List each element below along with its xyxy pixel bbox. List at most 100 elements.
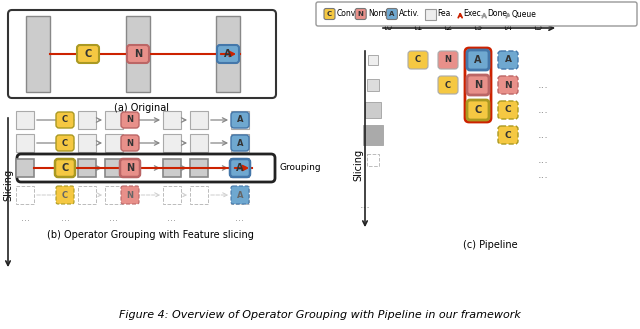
FancyBboxPatch shape	[324, 9, 335, 19]
FancyBboxPatch shape	[17, 154, 275, 182]
Bar	[190, 134, 208, 152]
FancyBboxPatch shape	[438, 51, 458, 69]
FancyBboxPatch shape	[121, 112, 139, 128]
Text: N: N	[445, 56, 451, 64]
Bar	[78, 134, 96, 152]
Bar	[190, 186, 208, 204]
Text: Done: Done	[487, 10, 507, 18]
Text: ...: ...	[538, 155, 548, 165]
Bar	[105, 159, 123, 177]
FancyBboxPatch shape	[56, 112, 74, 128]
FancyBboxPatch shape	[498, 101, 518, 119]
Bar	[105, 134, 123, 152]
Bar	[16, 186, 34, 204]
FancyBboxPatch shape	[498, 76, 518, 94]
FancyBboxPatch shape	[355, 9, 366, 19]
Text: Slicing: Slicing	[353, 149, 363, 181]
Text: C: C	[505, 106, 511, 114]
Text: A: A	[236, 163, 244, 173]
Text: C: C	[61, 163, 68, 173]
FancyBboxPatch shape	[56, 135, 74, 151]
FancyBboxPatch shape	[498, 126, 518, 144]
Bar	[367, 79, 379, 91]
FancyBboxPatch shape	[217, 45, 239, 63]
Text: t0: t0	[383, 23, 393, 33]
Bar	[163, 111, 181, 129]
Text: C: C	[327, 11, 332, 17]
Bar	[163, 134, 181, 152]
Text: Slicing: Slicing	[3, 169, 13, 201]
Text: C: C	[62, 190, 68, 199]
FancyBboxPatch shape	[77, 45, 99, 63]
Text: C: C	[475, 106, 481, 114]
Text: N: N	[126, 163, 134, 173]
FancyBboxPatch shape	[498, 51, 518, 69]
Bar	[163, 186, 181, 204]
Bar	[363, 125, 383, 145]
Bar	[105, 111, 123, 129]
Text: C: C	[474, 105, 482, 115]
FancyBboxPatch shape	[55, 159, 75, 177]
FancyBboxPatch shape	[231, 135, 249, 151]
Text: Grouping: Grouping	[280, 164, 322, 172]
FancyBboxPatch shape	[408, 51, 428, 69]
Bar	[16, 111, 34, 129]
Text: A: A	[504, 56, 511, 64]
FancyBboxPatch shape	[127, 45, 149, 63]
Bar	[78, 186, 96, 204]
Bar	[190, 111, 208, 129]
Text: A: A	[237, 115, 243, 124]
Text: A: A	[237, 190, 243, 199]
Text: ...: ...	[20, 213, 29, 223]
Text: ...: ...	[538, 80, 548, 90]
FancyBboxPatch shape	[468, 101, 488, 119]
Bar	[368, 55, 378, 65]
Bar	[216, 16, 240, 92]
Text: N: N	[127, 139, 134, 147]
Text: Activ.: Activ.	[399, 10, 420, 18]
Text: t3: t3	[474, 23, 483, 33]
Bar	[231, 186, 249, 204]
FancyBboxPatch shape	[468, 51, 488, 69]
FancyBboxPatch shape	[316, 2, 637, 26]
Text: ...: ...	[538, 170, 548, 180]
Bar	[126, 16, 150, 92]
Bar	[163, 159, 181, 177]
Bar	[16, 159, 34, 177]
Text: t1: t1	[413, 23, 422, 33]
Text: Figure 4: Overview of Operator Grouping with Pipeline in our framework: Figure 4: Overview of Operator Grouping …	[119, 310, 521, 320]
Bar	[425, 9, 436, 19]
Bar	[78, 111, 96, 129]
Text: A: A	[475, 56, 481, 64]
FancyBboxPatch shape	[56, 186, 74, 204]
FancyBboxPatch shape	[467, 50, 489, 70]
Text: N: N	[474, 81, 481, 89]
FancyBboxPatch shape	[387, 9, 397, 19]
Text: (c) Pipeline: (c) Pipeline	[463, 240, 517, 250]
Text: Exec.: Exec.	[463, 10, 483, 18]
Text: ...: ...	[538, 105, 548, 115]
Bar	[190, 159, 208, 177]
Text: ...: ...	[109, 213, 118, 223]
Text: ...: ...	[360, 200, 371, 210]
Text: Queue: Queue	[511, 10, 536, 18]
FancyBboxPatch shape	[438, 76, 458, 94]
Bar	[26, 16, 50, 92]
Text: A: A	[224, 49, 232, 59]
Text: Fea.: Fea.	[437, 10, 453, 18]
Text: C: C	[62, 139, 68, 147]
Bar	[367, 154, 379, 166]
FancyBboxPatch shape	[120, 159, 140, 177]
Text: N: N	[504, 81, 512, 89]
Text: t2: t2	[444, 23, 452, 33]
Bar	[105, 186, 123, 204]
Text: ...: ...	[168, 213, 177, 223]
Bar	[231, 159, 249, 177]
FancyBboxPatch shape	[467, 100, 489, 120]
Text: t5: t5	[533, 23, 543, 33]
Text: N: N	[127, 190, 134, 199]
FancyBboxPatch shape	[121, 186, 139, 204]
Text: Conv: Conv	[337, 10, 356, 18]
FancyBboxPatch shape	[231, 112, 249, 128]
Text: N: N	[127, 115, 134, 124]
